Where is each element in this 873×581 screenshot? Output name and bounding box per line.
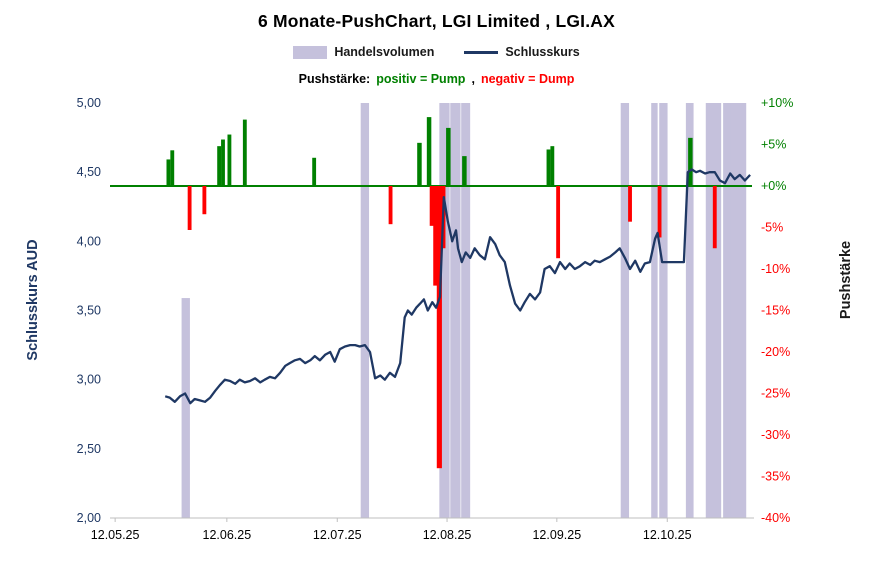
push-legend: Pushstärke: positiv = Pump , negativ = D… — [0, 72, 873, 86]
svg-text:12.06.25: 12.06.25 — [203, 528, 252, 542]
svg-text:-5%: -5% — [761, 221, 783, 235]
svg-text:12.08.25: 12.08.25 — [423, 528, 472, 542]
svg-text:12.09.25: 12.09.25 — [532, 528, 581, 542]
svg-text:-35%: -35% — [761, 470, 790, 484]
volume-swatch-icon — [293, 45, 328, 59]
svg-text:-30%: -30% — [761, 428, 790, 442]
volume-legend-label: Handelsvolumen — [334, 45, 435, 59]
push-legend-label: Pushstärke: — [298, 72, 371, 86]
legend-item-close: Schlusskurs — [464, 45, 580, 59]
dump-legend-label: negativ = Dump — [480, 72, 575, 86]
svg-text:-10%: -10% — [761, 262, 790, 276]
svg-text:+10%: +10% — [761, 96, 793, 110]
close-line-swatch-icon — [464, 50, 499, 54]
legend-item-volume: Handelsvolumen — [293, 45, 434, 59]
pump-legend-label: positiv = Pump — [376, 72, 466, 86]
svg-text:12.05.25: 12.05.25 — [91, 528, 140, 542]
svg-text:-40%: -40% — [761, 511, 790, 525]
legend-separator: , — [471, 72, 475, 86]
svg-text:-25%: -25% — [761, 387, 790, 401]
svg-text:12.10.25: 12.10.25 — [643, 528, 692, 542]
svg-text:4,50: 4,50 — [77, 165, 101, 179]
svg-text:5,00: 5,00 — [77, 96, 101, 110]
close-legend-label: Schlusskurs — [505, 45, 580, 59]
svg-text:12.07.25: 12.07.25 — [313, 528, 362, 542]
svg-text:3,50: 3,50 — [77, 304, 101, 318]
svg-text:3,00: 3,00 — [77, 373, 101, 387]
svg-text:+5%: +5% — [761, 138, 786, 152]
svg-text:+0%: +0% — [761, 179, 786, 193]
series-legend: Handelsvolumen Schlusskurs — [0, 45, 873, 59]
chart-title: 6 Monate-PushChart, LGI Limited , LGI.AX — [257, 11, 616, 31]
svg-text:-15%: -15% — [761, 304, 790, 318]
svg-text:2,50: 2,50 — [77, 442, 101, 456]
svg-text:-20%: -20% — [761, 345, 790, 359]
svg-text:4,00: 4,00 — [77, 234, 101, 248]
svg-text:2,00: 2,00 — [77, 511, 101, 525]
